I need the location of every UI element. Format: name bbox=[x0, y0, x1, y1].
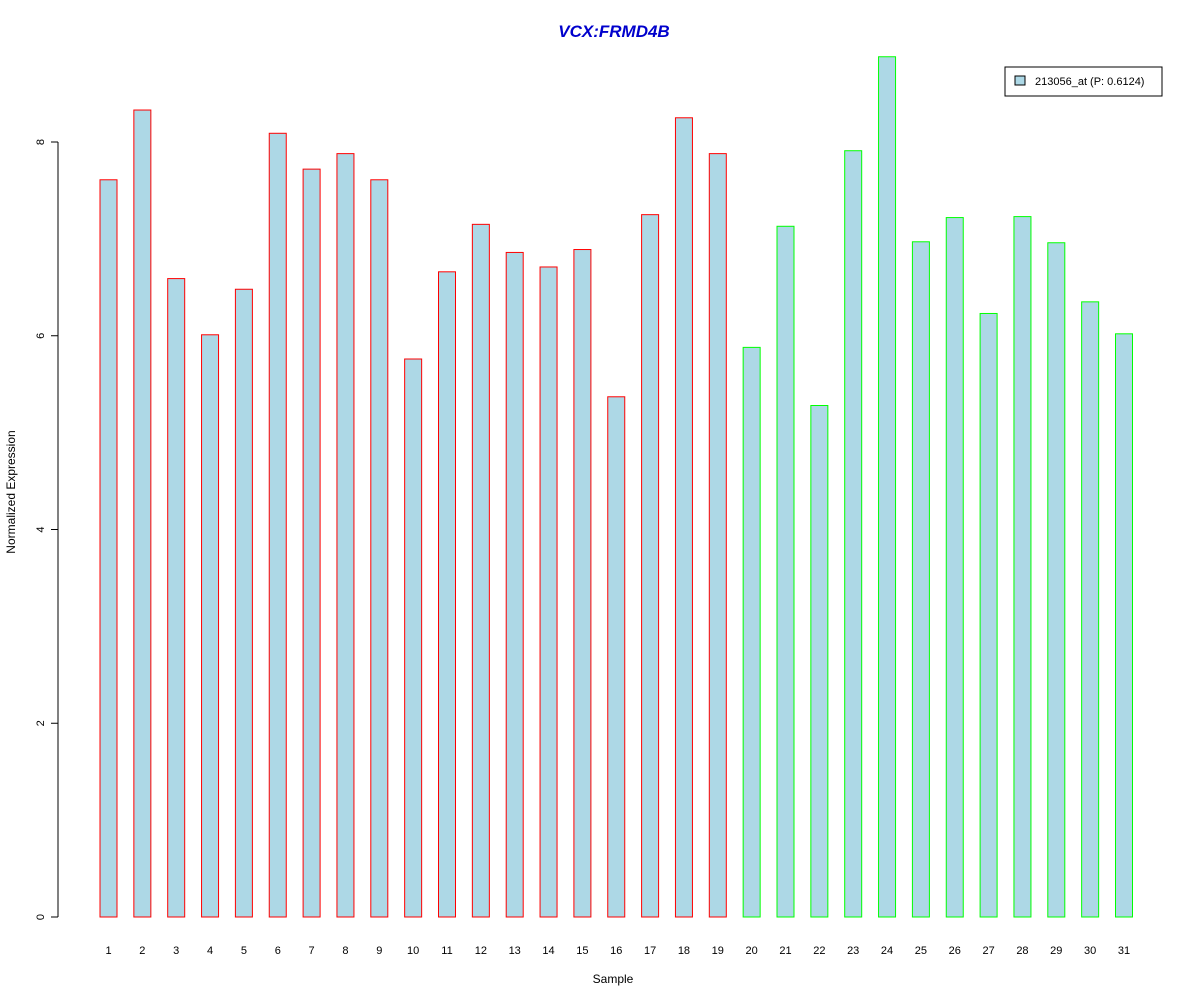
bar-sample-8 bbox=[336, 153, 355, 918]
bar-sample-19 bbox=[708, 153, 727, 918]
x-axis-title: Sample bbox=[593, 972, 634, 986]
bar-sample-3 bbox=[167, 278, 186, 918]
y-axis: 0 2 4 6 8 bbox=[35, 139, 59, 920]
x-tick-label: 7 bbox=[309, 945, 315, 957]
bar-sample-4 bbox=[201, 334, 220, 918]
x-tick-label: 29 bbox=[1050, 945, 1062, 957]
x-tick-label: 14 bbox=[542, 945, 554, 957]
x-tick-label: 16 bbox=[610, 945, 622, 957]
x-tick-label: 25 bbox=[915, 945, 927, 957]
y-tick-label: 4 bbox=[35, 526, 47, 532]
x-tick-label: 18 bbox=[678, 945, 690, 957]
bar-sample-7 bbox=[302, 168, 321, 918]
x-tick-label: 27 bbox=[982, 945, 994, 957]
bar-sample-30 bbox=[1081, 301, 1100, 918]
x-tick-label: 28 bbox=[1016, 945, 1028, 957]
bar-sample-16 bbox=[607, 396, 626, 918]
x-tick-label: 10 bbox=[407, 945, 419, 957]
chart-title: VCX:FRMD4B bbox=[558, 22, 669, 41]
y-tick-label: 8 bbox=[35, 139, 47, 145]
x-tick-label: 11 bbox=[441, 945, 452, 957]
bar-sample-15 bbox=[573, 249, 592, 918]
x-tick-label: 26 bbox=[949, 945, 961, 957]
bar-sample-17 bbox=[641, 214, 660, 918]
legend: 213056_at (P: 0.6124) bbox=[1004, 66, 1163, 97]
x-tick-label: 22 bbox=[813, 945, 825, 957]
legend-box bbox=[1004, 66, 1163, 97]
x-tick-label: 8 bbox=[342, 945, 348, 957]
bar-sample-28 bbox=[1013, 216, 1032, 918]
x-tick-label: 17 bbox=[644, 945, 656, 957]
x-tick-label: 30 bbox=[1084, 945, 1096, 957]
x-tick-label: 1 bbox=[105, 945, 111, 957]
x-tick-label: 20 bbox=[746, 945, 758, 957]
bar-sample-31 bbox=[1115, 333, 1133, 918]
bar-sample-2 bbox=[133, 109, 152, 918]
x-tick-label: 12 bbox=[475, 945, 487, 957]
bar-sample-18 bbox=[674, 117, 693, 918]
x-tick-label: 21 bbox=[779, 945, 791, 957]
legend-label: 213056_at (P: 0.6124) bbox=[1035, 76, 1144, 88]
y-axis-title: Normalized Expression bbox=[4, 430, 18, 553]
bar-sample-9 bbox=[370, 179, 389, 918]
bar-sample-20 bbox=[742, 346, 761, 918]
bar-sample-14 bbox=[539, 266, 558, 918]
bar-sample-13 bbox=[505, 251, 524, 918]
x-tick-label: 4 bbox=[207, 945, 213, 957]
y-tick-label: 6 bbox=[35, 333, 47, 339]
x-tick-label: 9 bbox=[376, 945, 382, 957]
x-tick-label: 19 bbox=[712, 945, 724, 957]
bar-sample-21 bbox=[776, 225, 795, 918]
x-tick-label: 24 bbox=[881, 945, 893, 957]
bars bbox=[99, 56, 1133, 918]
bar-sample-29 bbox=[1047, 242, 1066, 918]
bar-sample-22 bbox=[810, 405, 829, 918]
x-tick-label: 13 bbox=[509, 945, 521, 957]
bar-sample-27 bbox=[979, 312, 998, 918]
x-tick-label: 5 bbox=[241, 945, 247, 957]
bar-sample-11 bbox=[438, 271, 456, 918]
bar-sample-10 bbox=[404, 358, 423, 918]
bar-sample-26 bbox=[945, 217, 964, 918]
y-tick-label: 0 bbox=[35, 914, 47, 920]
bar-sample-25 bbox=[911, 241, 930, 918]
x-tick-label: 6 bbox=[275, 945, 281, 957]
y-tick-label: 2 bbox=[35, 720, 47, 726]
x-tick-label: 15 bbox=[576, 945, 588, 957]
x-tick-label: 23 bbox=[847, 945, 859, 957]
legend-swatch bbox=[1014, 75, 1026, 86]
bar-sample-5 bbox=[234, 288, 253, 918]
x-tick-label: 31 bbox=[1118, 945, 1130, 957]
x-tick-labels: 1 2 3 4 5 6 7 8 9 10 11 12 13 14 15 16 17 18 19 20 21 22 23 24 2… bbox=[105, 945, 1130, 957]
bar-sample-1 bbox=[99, 179, 118, 918]
bar-sample-12 bbox=[471, 223, 490, 918]
bar-sample-24 bbox=[878, 56, 897, 918]
x-tick-label: 3 bbox=[173, 945, 179, 957]
x-tick-label: 2 bbox=[139, 945, 145, 957]
bar-sample-23 bbox=[844, 150, 863, 918]
bar-sample-6 bbox=[268, 132, 287, 918]
